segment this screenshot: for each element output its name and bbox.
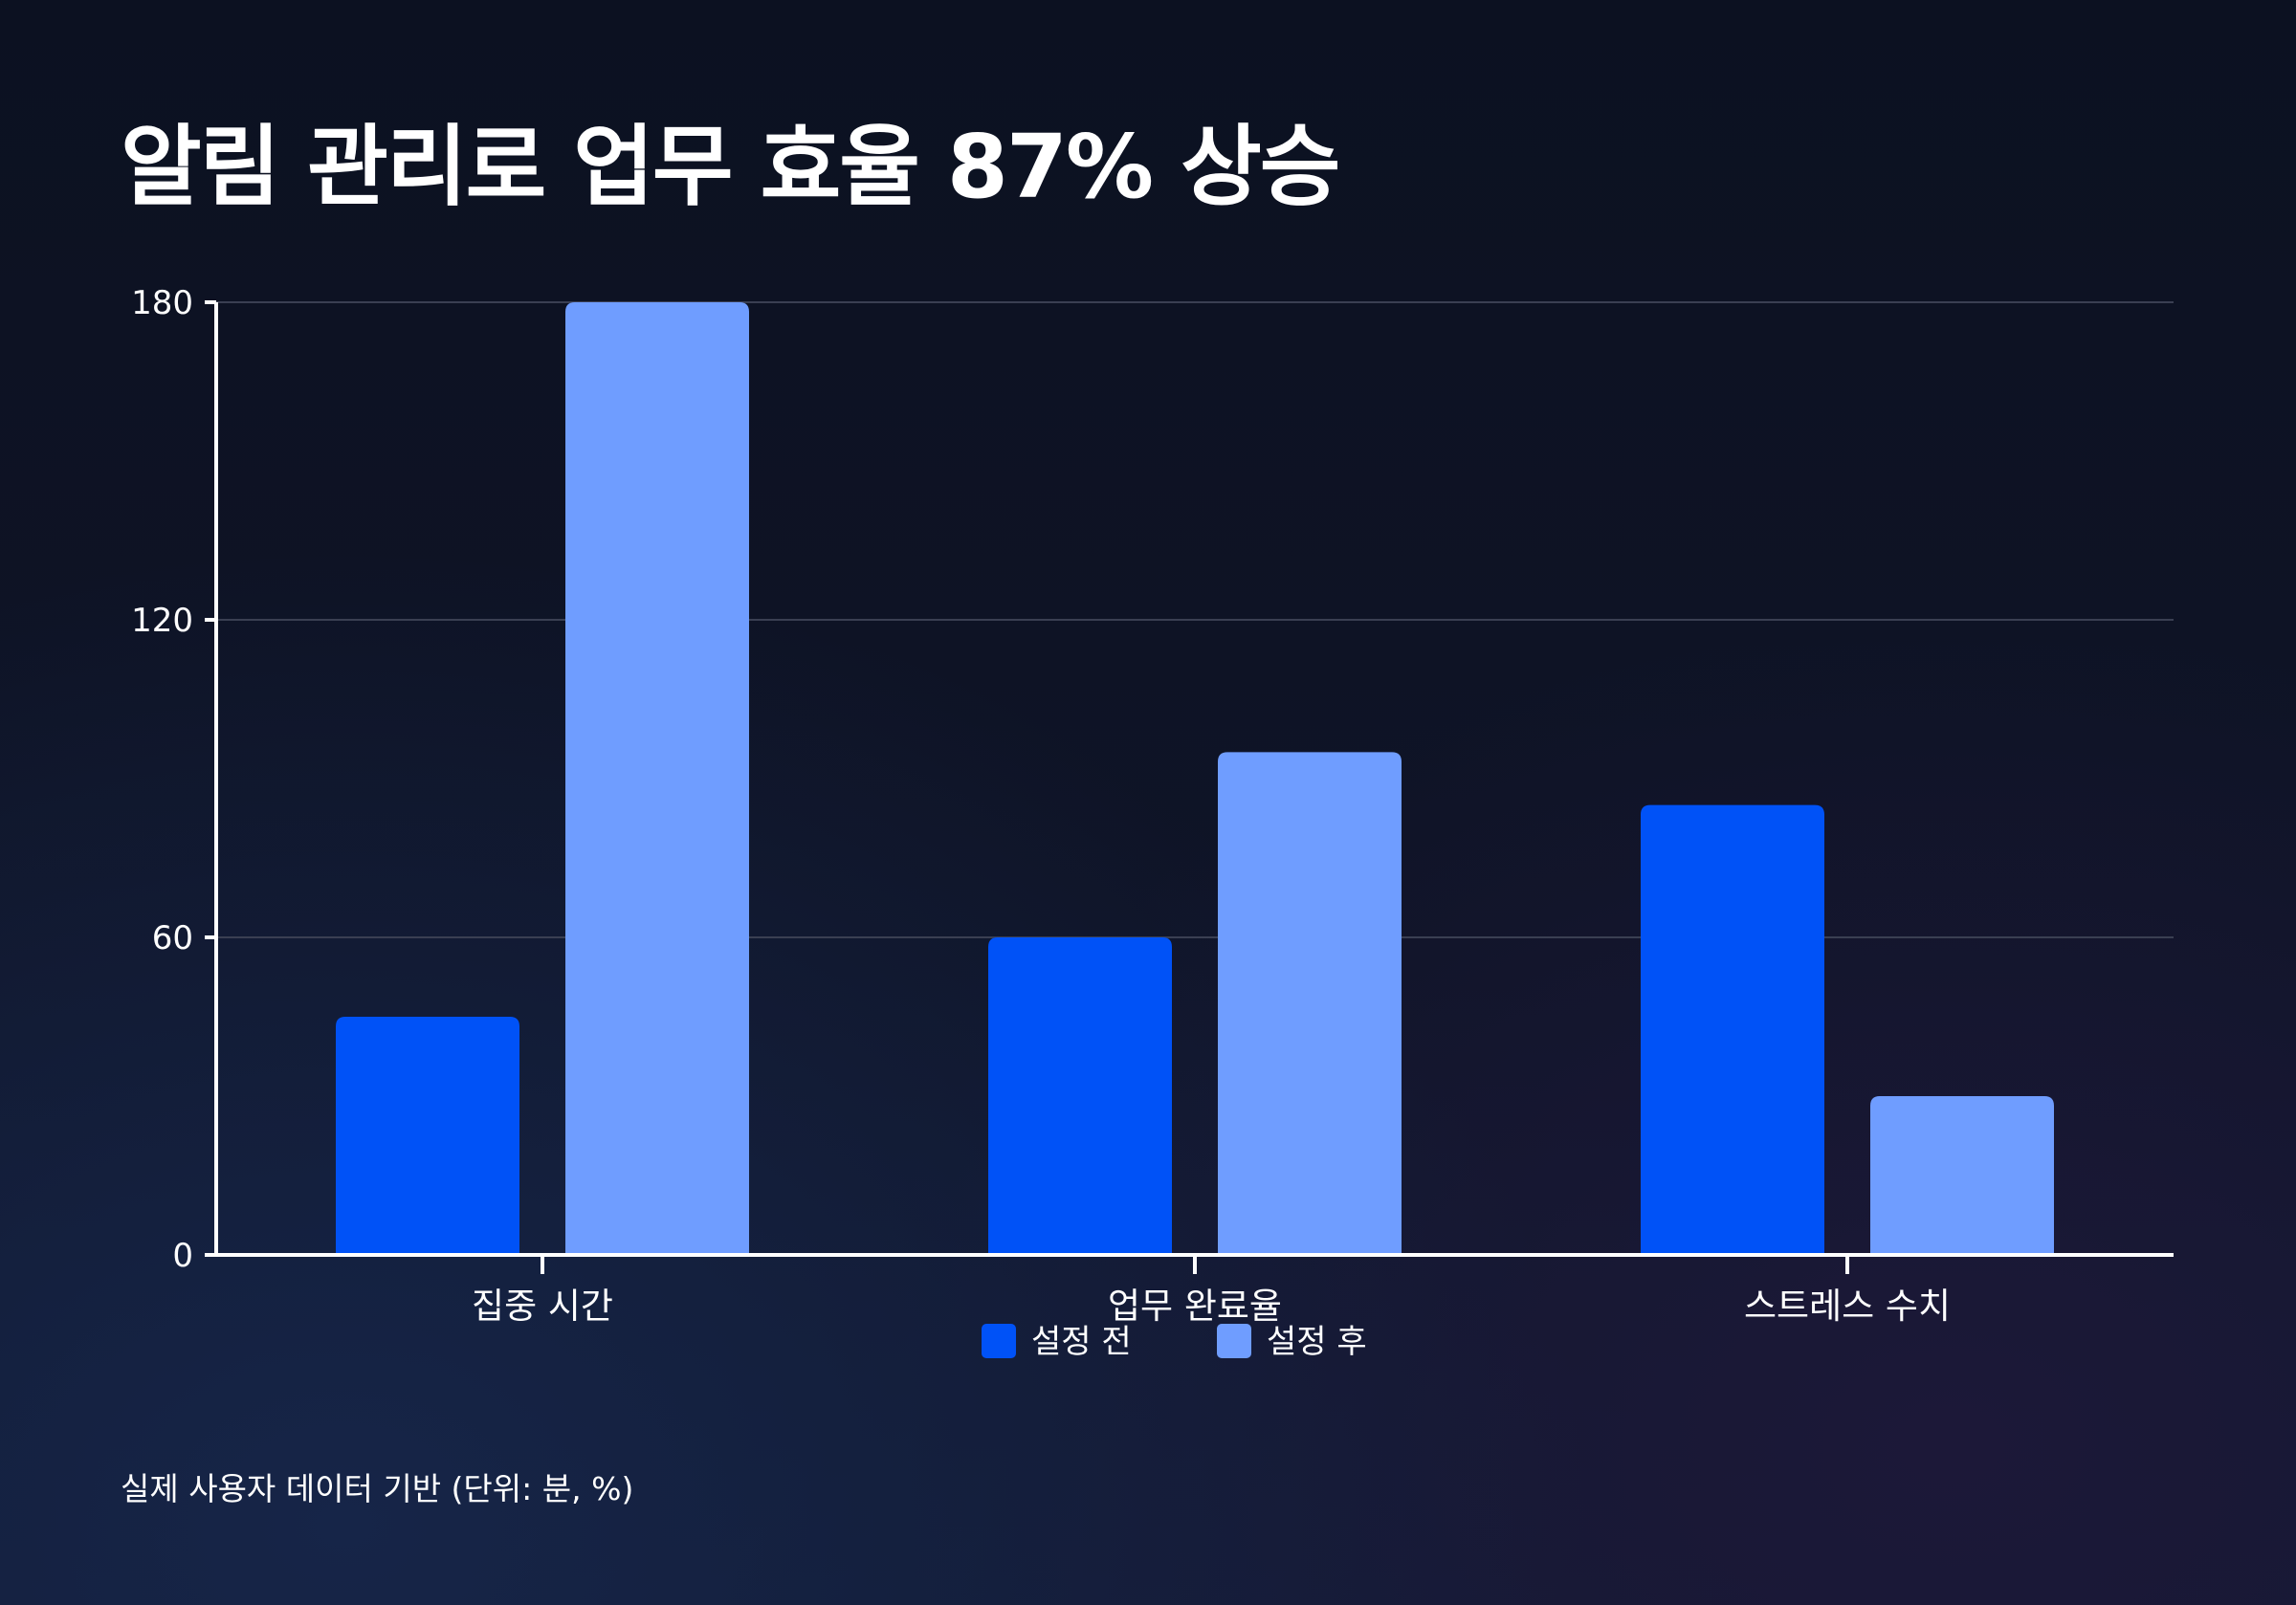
bar-chart: 0 60 120 180 집중 시간 업무 완료율 스트레스 수치 설정 전 설정 후 — [131, 284, 2174, 1361]
gridlines — [216, 301, 2174, 938]
legend-label: 설정 전 — [1031, 1323, 1132, 1361]
legend-label: 설정 후 — [1267, 1323, 1367, 1361]
axes: 0 60 120 180 집중 시간 업무 완료율 스트레스 수치 — [131, 284, 2174, 1327]
chart-title: 알림 관리로 업무 효율 87% 상승 — [121, 116, 1340, 218]
legend-swatch-after — [1217, 1324, 1251, 1358]
legend-swatch-before — [982, 1324, 1016, 1358]
bar-before-1 — [988, 937, 1172, 1255]
bar-after-0 — [565, 302, 749, 1255]
y-tick-label: 180 — [131, 284, 193, 322]
bar-after-1 — [1218, 752, 1402, 1255]
y-tick-label: 60 — [152, 919, 193, 957]
bars — [336, 302, 2054, 1255]
legend: 설정 전 설정 후 — [982, 1323, 1367, 1361]
bar-after-2 — [1870, 1096, 2054, 1255]
x-tick-label: 집중 시간 — [472, 1286, 613, 1327]
bar-before-0 — [336, 1017, 519, 1255]
bar-before-2 — [1641, 804, 1824, 1255]
y-tick-label: 120 — [131, 602, 193, 640]
x-tick-label: 스트레스 수치 — [1744, 1286, 1951, 1327]
footnote: 실제 사용자 데이터 기반 (단위: 분, %) — [121, 1470, 634, 1507]
y-tick-label: 0 — [172, 1237, 193, 1275]
x-tick-label: 업무 완료율 — [1108, 1286, 1282, 1327]
